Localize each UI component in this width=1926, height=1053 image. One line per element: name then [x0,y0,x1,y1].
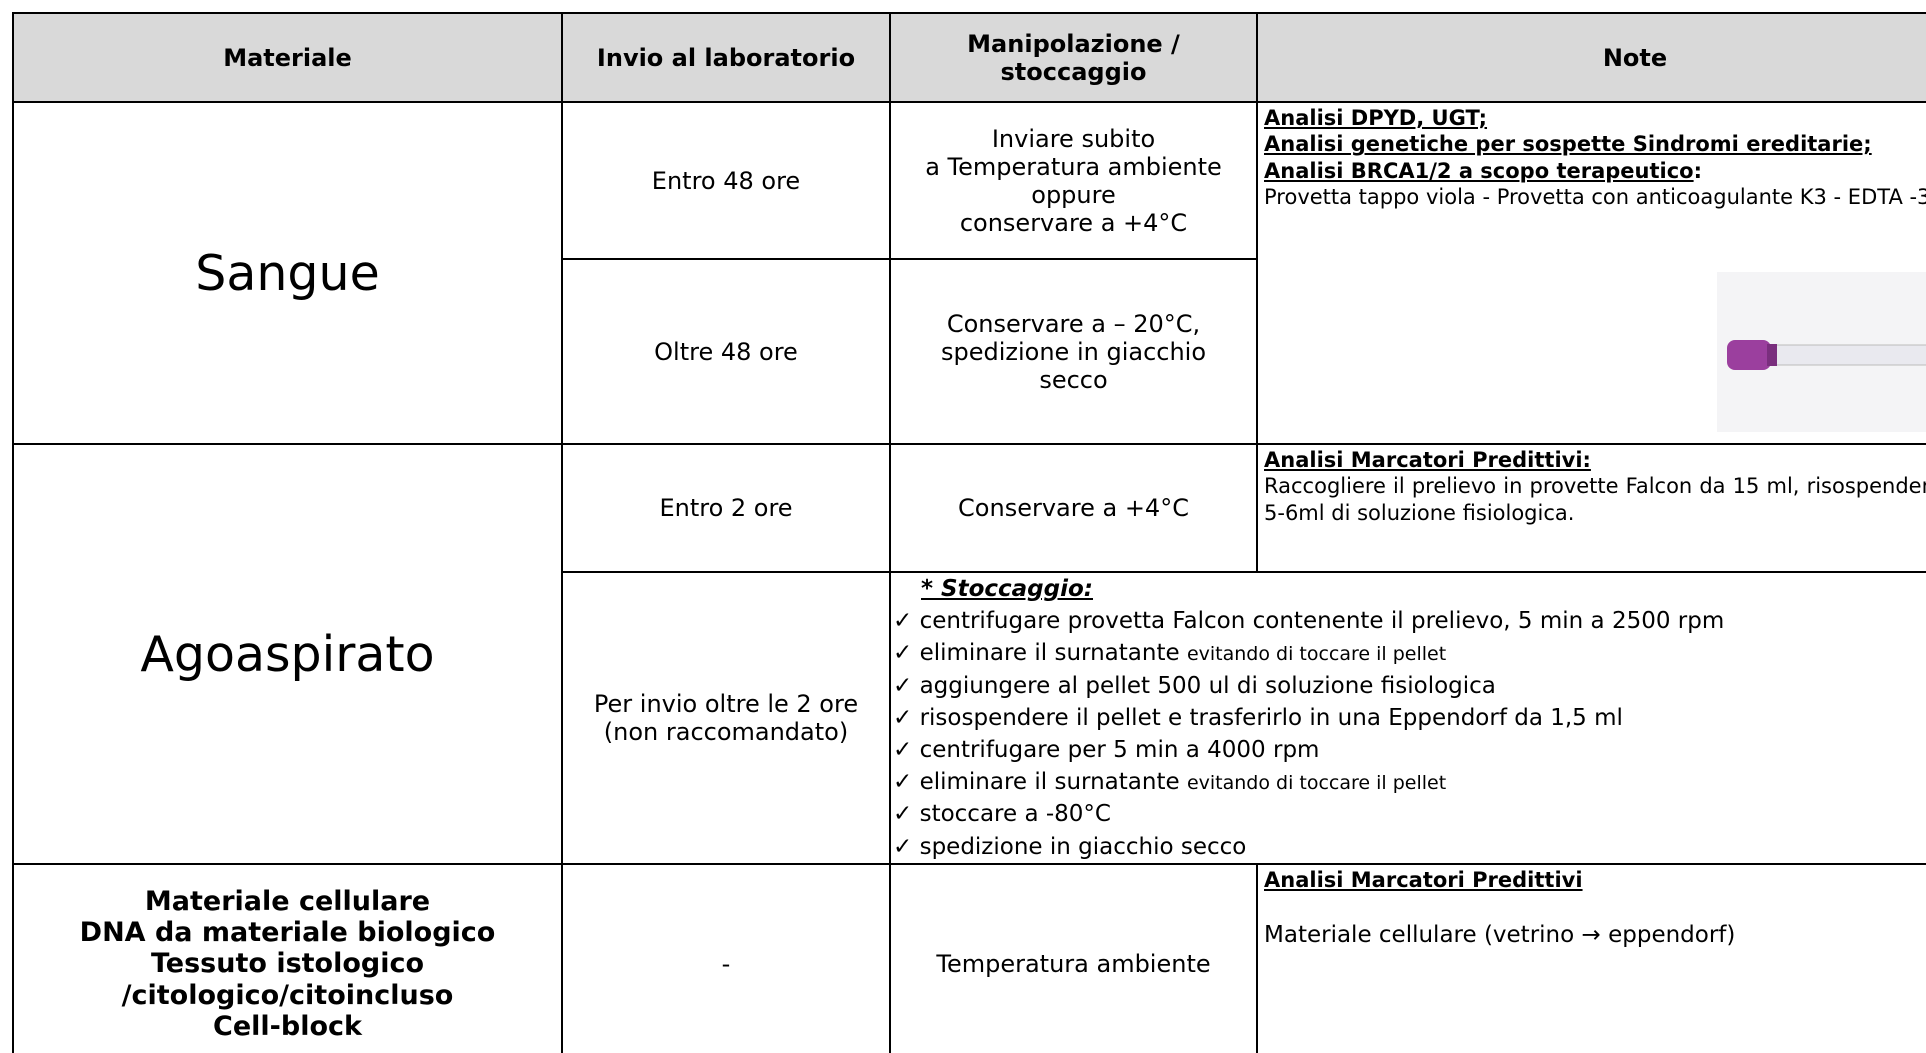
text-line: Cell-block [213,1010,362,1042]
note-text: Provetta tappo viola - Provetta con anti… [1264,184,1926,209]
text-line: secco [1039,365,1108,394]
row: Oltre 48 ore Conservare a – 20°C, spedizio… [13,258,1926,445]
text-line: DNA da materiale biologico [79,917,496,949]
note-heading-line: Analisi DPYD, UGT; [1264,105,1926,131]
invio-cell: Entro 2 ore [561,443,891,573]
text-line: Inviare subito [991,124,1156,153]
header-cell: Note [1256,12,1926,103]
material-cell: Agoaspirato [12,443,563,865]
item-part: ✓ spedizione in giacchio secco [893,833,1247,860]
check-item: ✓ centrifugare provetta Falcon contenent… [893,605,1926,637]
text-line: Conservare a – 20°C, [946,309,1201,338]
manip-cell: Inviare subito a Temperatura ambiente oppu… [889,101,1258,260]
note-cell: Analisi Marcatori Predittivi Materiale ce… [1256,863,1926,1053]
note-heading: Analisi genetiche per sospette Sindromi … [1264,132,1872,157]
table: Materiale Invio al laboratorio Manipolazio… [12,12,1926,1053]
item-part: ✓ eliminare il surnatante [893,640,1187,667]
text-line: Materiale cellulare [144,886,431,918]
text-line: conservare a +4°C [959,208,1188,237]
heading-suffix: : [1693,158,1703,183]
storage-cell: * Stoccaggio: ✓ centrifugare provetta Fal… [889,571,1926,865]
item-part: ✓ centrifugare provetta Falcon contenent… [893,608,1725,635]
note-heading: Analisi DPYD, UGT; [1264,106,1488,130]
manip-cell: Conservare a – 20°C, spedizione in giacch… [889,258,1258,445]
check-item: ✓ eliminare il surnatante evitando di to… [893,766,1926,798]
note-cell: Analisi DPYD, UGT; Analisi genetiche per … [1256,101,1926,445]
item-part: ✓ risospendere il pellet e trasferirlo i… [893,704,1623,731]
check-item: ✓ stoccare a -80°C [893,798,1926,830]
check-item: ✓ spedizione in giacchio secco [893,831,1926,863]
note-heading: Analisi Marcatori Predittivi [1264,868,1583,892]
item-part: evitando di toccare il pellet [1186,772,1447,795]
text-line: Per invio oltre le 2 ore [593,690,859,718]
manip-cell: Temperatura ambiente [889,863,1258,1053]
row: Agoaspirato Entro 2 ore Conservare a +4°C A… [12,443,1926,865]
text-line: a Temperatura ambiente [925,152,1222,181]
check-item: ✓ risospendere il pellet e trasferirlo i… [893,702,1926,734]
item-part: evitando di toccare il pellet [1186,643,1447,666]
invio-cell: Oltre 48 ore [561,258,891,445]
header-cell: Materiale [12,12,563,103]
row: Per invio oltre le 2 ore (non raccomandat… [13,571,1926,865]
invio-cell: Per invio oltre le 2 ore (non raccomandat… [561,571,891,865]
note-heading-line: Analisi BRCA1/2 a scopo terapeutico: [1264,158,1926,184]
material-cell: Sangue [12,101,563,445]
row: Materiale cellulare DNA da materiale biol… [12,863,1926,1053]
note-heading: Analisi Marcatori Predittivi: [1264,448,1591,472]
text-line: spedizione in giacchio [940,337,1207,366]
row: Sangue Entro 48 ore Inviare subito a Temper… [12,101,1926,445]
text-line: /citologico/citoincluso [121,979,454,1011]
text-line: Tessuto istologico [150,948,425,980]
note-heading-line: Analisi genetiche per sospette Sindromi … [1264,131,1926,157]
material-cell: Materiale cellulare DNA da materiale biol… [12,863,563,1053]
note-heading: Analisi BRCA1/2 a scopo terapeutico [1264,158,1694,183]
item-part: ✓ centrifugare per 5 min a 4000 rpm [893,736,1320,763]
invio-cell: Entro 48 ore [561,101,891,260]
storage-title: * Stoccaggio: [921,576,1093,602]
invio-cell: - [561,863,891,1053]
check-item: ✓ aggiungere al pellet 500 ul di soluzio… [893,670,1926,702]
item-part: ✓ aggiungere al pellet 500 ul di soluzio… [893,672,1496,699]
item-part: ✓ stoccare a -80°C [893,801,1111,828]
item-part: ✓ eliminare il surnatante [893,769,1187,796]
note-cell: Analisi Marcatori Predittivi: Raccogliere… [1256,443,1926,573]
tube-image [1717,272,1926,432]
text-line: (non raccomandato) [603,718,849,746]
header-cell: Invio al laboratorio [561,12,891,103]
check-item: ✓ eliminare il surnatante evitando di to… [893,637,1926,669]
check-item: ✓ centrifugare per 5 min a 4000 rpm [893,734,1926,766]
header-cell: Manipolazione / stoccaggio [889,12,1258,103]
table-wrap: Materiale Invio al laboratorio Manipolazio… [12,12,1926,1053]
text-line: oppure [1031,180,1116,209]
note-text: Raccogliere il prelievo in provette Falc… [1264,474,1926,525]
manip-cell: Conservare a +4°C [889,443,1258,573]
note-text: Materiale cellulare (vetrino → eppendorf… [1264,922,1736,949]
header-row: Materiale Invio al laboratorio Manipolazio… [12,12,1926,103]
